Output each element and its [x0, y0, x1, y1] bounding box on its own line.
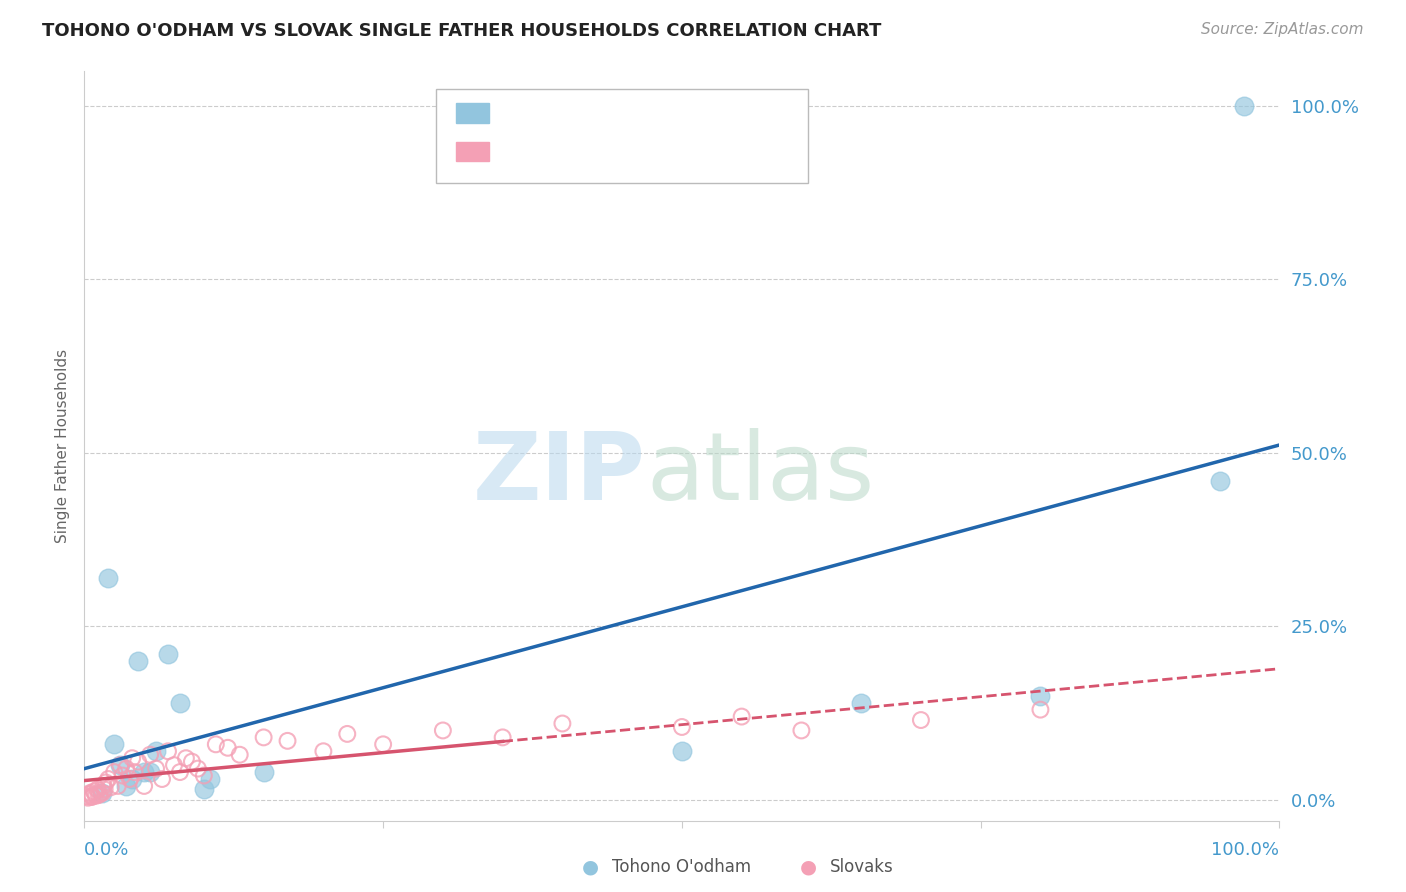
Text: N = 20: N = 20	[661, 104, 728, 122]
Point	[110, 758, 132, 772]
Point	[1233, 99, 1256, 113]
Point	[84, 787, 107, 801]
Point	[86, 782, 108, 797]
Point	[86, 789, 108, 803]
Text: ●: ●	[582, 857, 599, 877]
Point	[145, 762, 167, 776]
Point	[253, 731, 276, 745]
Point	[174, 751, 197, 765]
Text: R = 0.506: R = 0.506	[496, 143, 586, 161]
Text: ZIP: ZIP	[474, 428, 647, 520]
Point	[107, 779, 129, 793]
Point	[115, 779, 138, 793]
Point	[551, 716, 574, 731]
Point	[187, 762, 209, 776]
Point	[97, 772, 120, 786]
Point	[312, 744, 335, 758]
Point	[121, 772, 143, 786]
Point	[93, 779, 115, 793]
Point	[169, 696, 191, 710]
Text: ●: ●	[800, 857, 817, 877]
Point	[229, 747, 252, 762]
Point	[103, 765, 125, 780]
Point	[87, 788, 110, 802]
Point	[93, 782, 115, 797]
Point	[77, 790, 100, 805]
Point	[1029, 689, 1052, 703]
Point	[77, 787, 100, 801]
Point	[157, 647, 180, 661]
Point	[671, 720, 693, 734]
Text: Tohono O'odham: Tohono O'odham	[612, 858, 751, 876]
Point	[111, 768, 134, 782]
Point	[492, 731, 515, 745]
Point	[198, 772, 221, 786]
Text: N = 54: N = 54	[661, 143, 728, 161]
Point	[97, 571, 120, 585]
Point	[91, 786, 114, 800]
Point	[124, 765, 146, 780]
Point	[910, 713, 932, 727]
Point	[121, 751, 143, 765]
Text: Slovaks: Slovaks	[830, 858, 893, 876]
Point	[103, 737, 125, 751]
Point	[80, 790, 103, 805]
Point	[127, 654, 149, 668]
Point	[1209, 474, 1232, 488]
Point	[132, 779, 156, 793]
Point	[110, 758, 132, 772]
Point	[83, 784, 105, 798]
Point	[139, 747, 162, 762]
Point	[150, 772, 173, 786]
Point	[181, 755, 204, 769]
Text: atlas: atlas	[647, 428, 875, 520]
Point	[139, 765, 162, 780]
Point	[82, 789, 104, 804]
Point	[336, 727, 359, 741]
Point	[253, 765, 276, 780]
Point	[163, 758, 186, 772]
Point	[100, 780, 122, 795]
Point	[1029, 703, 1052, 717]
Point	[790, 723, 813, 738]
Point	[157, 744, 180, 758]
Text: 0.0%: 0.0%	[84, 841, 129, 860]
Point	[115, 762, 138, 776]
Point	[731, 709, 754, 723]
Text: 100.0%: 100.0%	[1212, 841, 1279, 860]
Y-axis label: Single Father Households: Single Father Households	[55, 349, 70, 543]
Point	[277, 734, 299, 748]
Point	[91, 786, 114, 800]
Text: R = 0.544: R = 0.544	[496, 104, 586, 122]
Point	[193, 782, 215, 797]
Point	[169, 765, 191, 780]
Point	[671, 744, 693, 758]
Point	[145, 744, 167, 758]
Point	[217, 740, 239, 755]
Point	[127, 755, 149, 769]
Point	[851, 696, 873, 710]
Point	[79, 786, 101, 800]
Point	[193, 768, 215, 782]
Point	[205, 737, 228, 751]
Point	[89, 787, 111, 801]
Text: Source: ZipAtlas.com: Source: ZipAtlas.com	[1201, 22, 1364, 37]
Point	[118, 772, 141, 786]
Point	[94, 775, 117, 789]
Point	[76, 789, 98, 804]
Text: TOHONO O'ODHAM VS SLOVAK SINGLE FATHER HOUSEHOLDS CORRELATION CHART: TOHONO O'ODHAM VS SLOVAK SINGLE FATHER H…	[42, 22, 882, 40]
Point	[132, 765, 156, 780]
Point	[373, 737, 395, 751]
Point	[432, 723, 454, 738]
